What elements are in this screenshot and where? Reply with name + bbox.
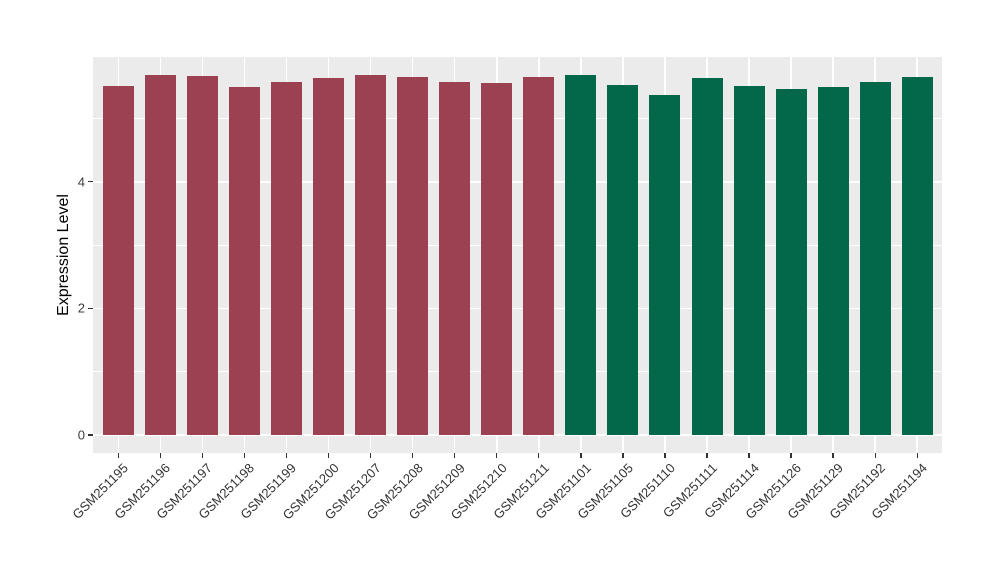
bar-GSM251207 (355, 75, 387, 435)
x-axis-tick (832, 453, 834, 458)
bar-GSM251192 (859, 81, 891, 435)
bar-GSM251195 (102, 85, 134, 435)
x-axis-tick (454, 453, 456, 458)
bar-GSM251198 (228, 86, 260, 435)
x-axis-tick (411, 453, 414, 458)
major-gridline (93, 434, 942, 436)
bar-GSM251114 (733, 86, 765, 435)
bar-GSM251111 (691, 77, 723, 435)
bar-GSM251101 (565, 75, 597, 435)
x-axis-tick (201, 453, 204, 458)
bar-GSM251196 (144, 74, 176, 435)
x-axis-tick (664, 453, 666, 458)
x-axis-tick (874, 453, 876, 458)
x-axis-tick (580, 453, 582, 458)
bar-GSM251208 (397, 76, 429, 435)
bar-GSM251210 (481, 83, 513, 435)
x-axis-tick (285, 453, 288, 458)
x-axis-tick (790, 453, 792, 458)
major-gridline (93, 181, 942, 183)
bar-GSM251126 (775, 89, 807, 435)
x-axis-tick (243, 453, 246, 458)
y-axis-tick-label: 2 (77, 300, 85, 316)
x-axis-tick (369, 453, 372, 458)
x-axis-tick (159, 453, 162, 458)
x-axis-tick (327, 453, 330, 458)
x-axis-tick (706, 453, 708, 458)
bar-GSM251194 (901, 77, 933, 435)
x-axis-tick (916, 453, 918, 458)
x-axis-tick (622, 453, 624, 458)
bar-GSM251105 (607, 84, 639, 435)
minor-gridline (93, 244, 942, 246)
bar-GSM251200 (313, 77, 345, 435)
x-axis-tick (496, 453, 498, 458)
y-axis-tick (87, 181, 93, 183)
plot-panel (93, 57, 942, 453)
bar-GSM251197 (186, 76, 218, 435)
y-axis-title: Expression Level (55, 194, 72, 316)
x-axis-tick (748, 453, 750, 458)
y-axis-tick (87, 434, 93, 436)
major-gridline (93, 307, 942, 310)
bar-GSM251199 (271, 81, 302, 435)
minor-gridline (93, 371, 942, 373)
bar-GSM251110 (649, 95, 681, 435)
x-axis-tick (538, 453, 540, 458)
x-axis-tick (117, 453, 119, 458)
bar-GSM251211 (523, 77, 555, 435)
y-axis-tick-label: 0 (77, 427, 85, 443)
bar-GSM251209 (439, 81, 471, 435)
y-axis-tick (87, 307, 93, 310)
minor-gridline (93, 118, 942, 119)
bar-GSM251129 (817, 87, 849, 435)
y-axis-tick-label: 4 (77, 174, 85, 190)
